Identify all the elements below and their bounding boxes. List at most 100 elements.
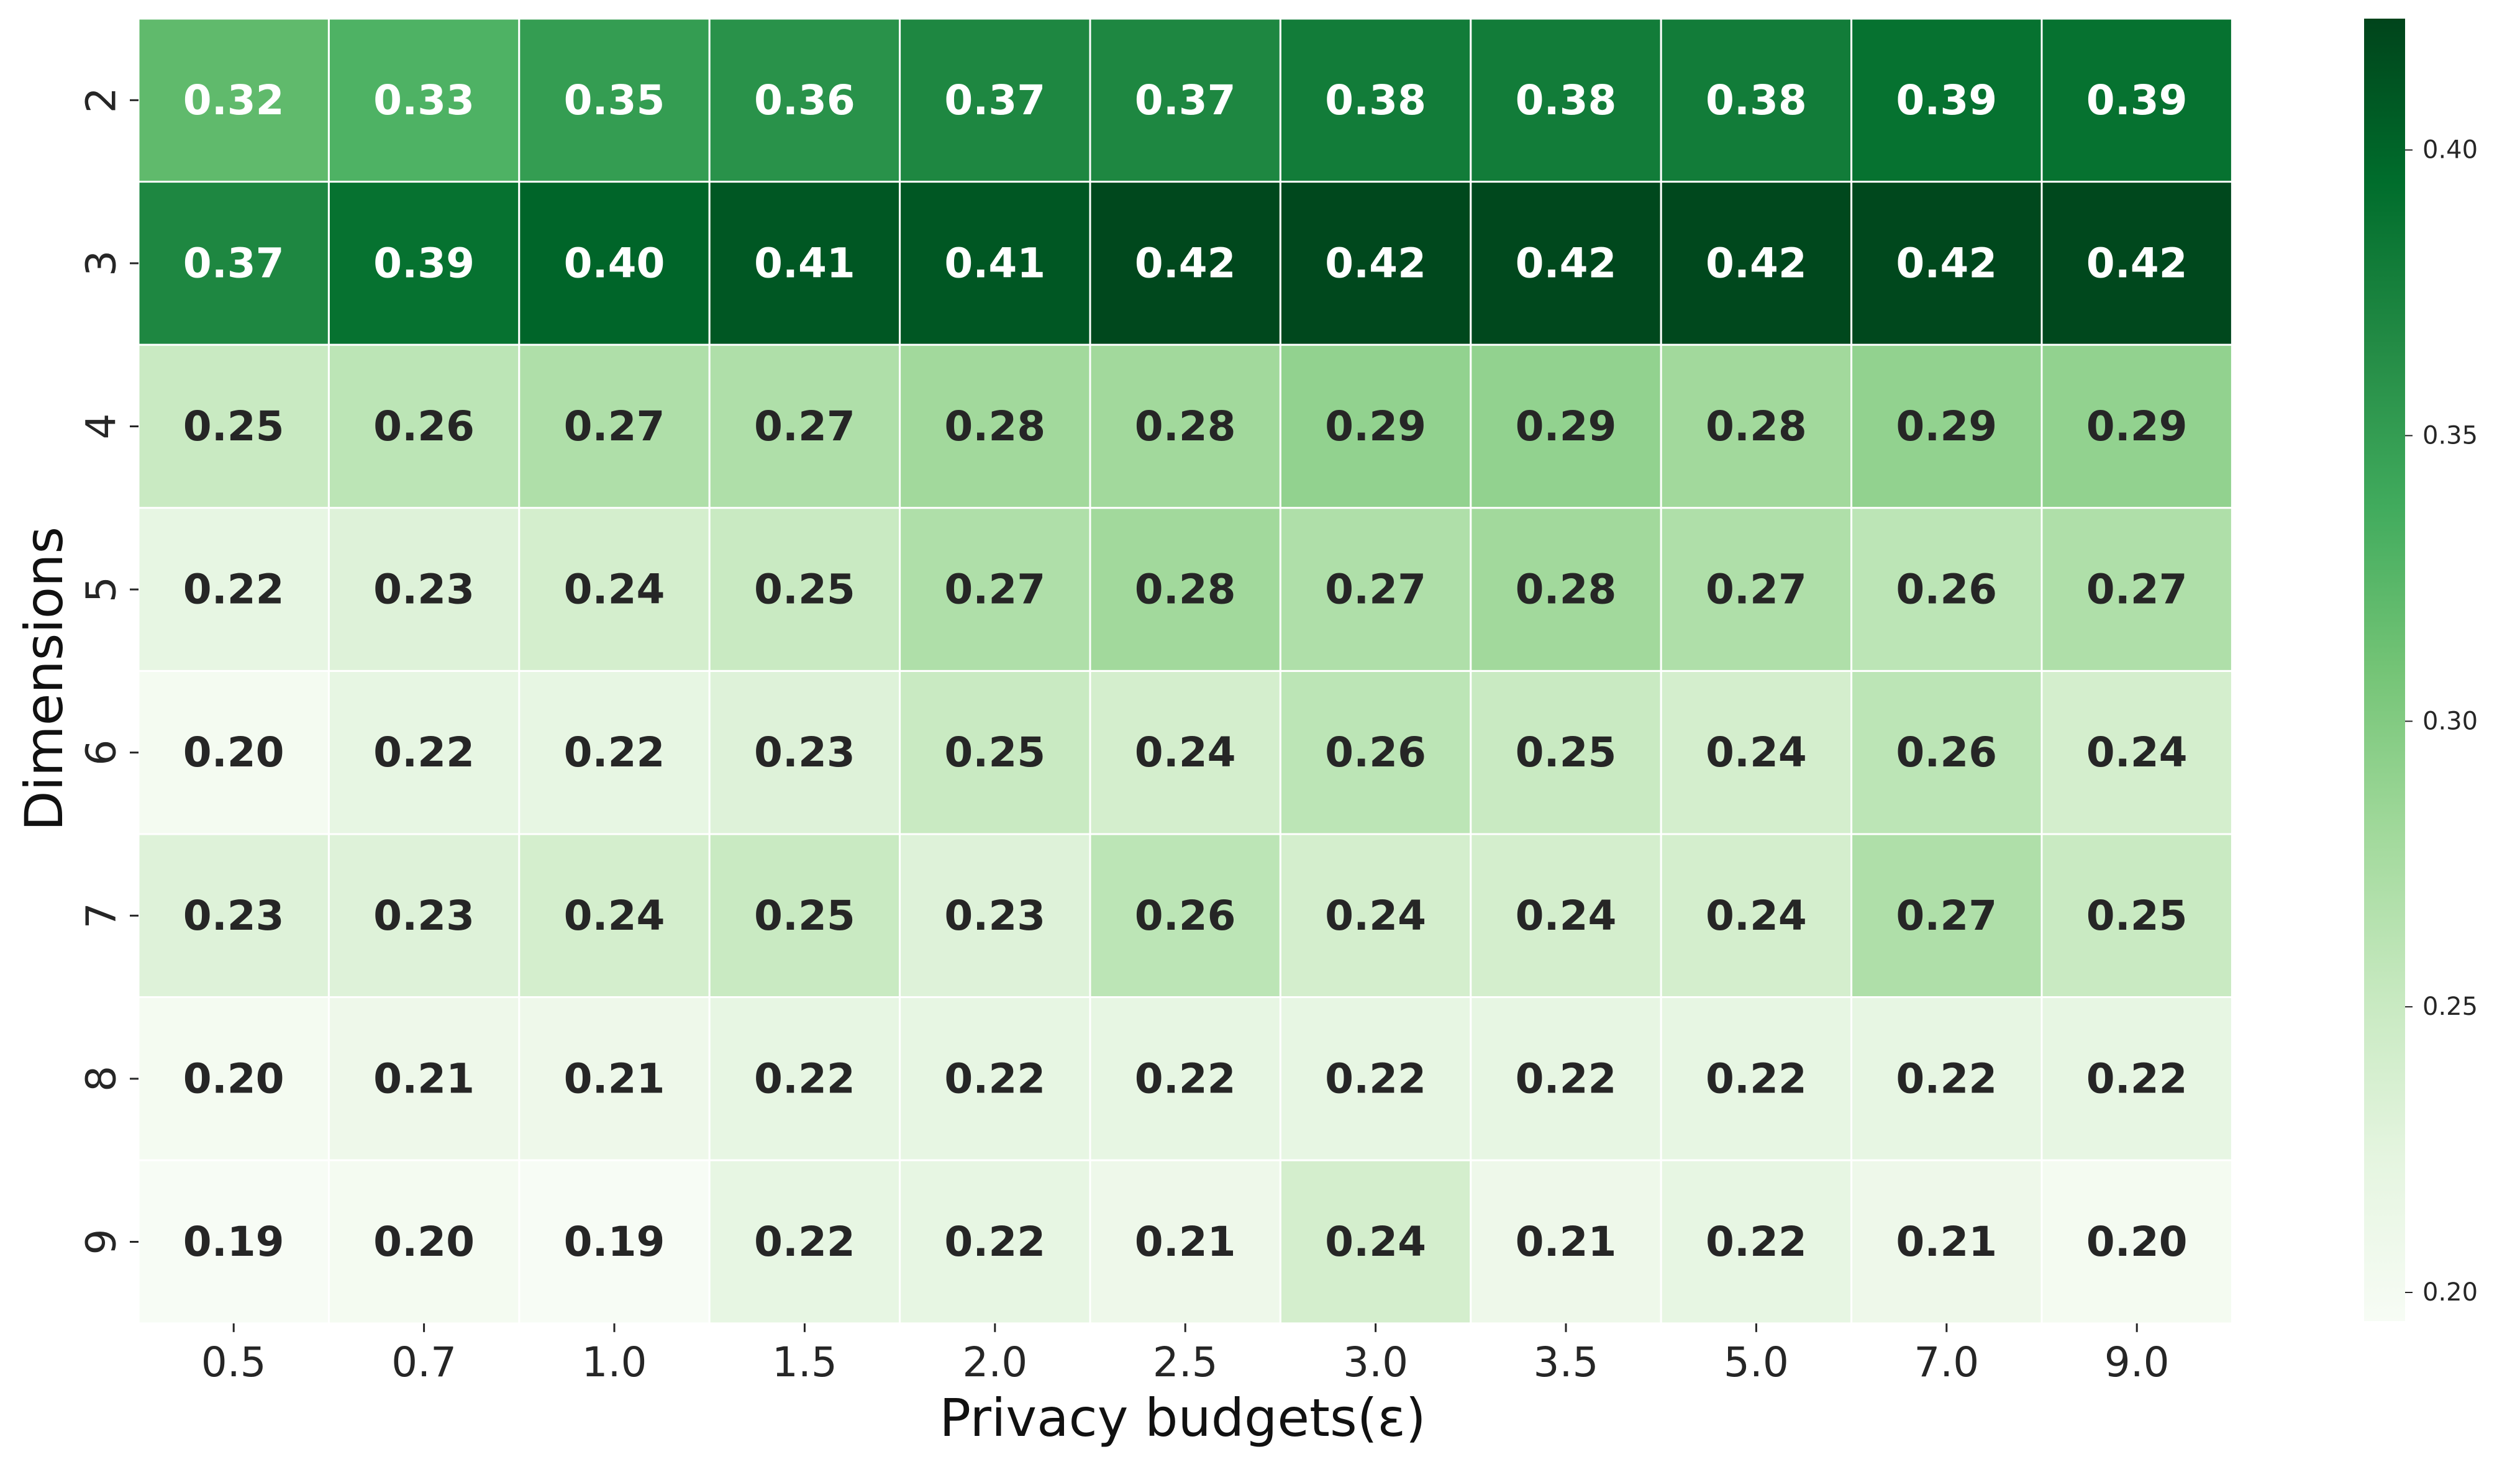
- cell-value-label: 0.41: [754, 239, 855, 287]
- heatmap-cell: [327, 996, 521, 1161]
- cell-value-label: 0.19: [564, 1218, 665, 1266]
- heatmap-cell: [1660, 670, 1853, 835]
- cell-value-label: 0.20: [2086, 1218, 2188, 1266]
- cell-value-label: 0.42: [1325, 239, 1426, 287]
- cell-value-label: 0.23: [373, 892, 475, 940]
- x-tick-label: 1.0: [582, 1338, 647, 1386]
- heatmap-cell: [899, 343, 1091, 509]
- cell-value-label: 0.29: [1516, 402, 1617, 450]
- heatmap-cell: [1660, 1159, 1853, 1325]
- y-tick-label: 6: [78, 740, 125, 766]
- cell-value-label: 0.42: [1896, 239, 1997, 287]
- cell-value-label: 0.42: [1135, 239, 1236, 287]
- cell-value-label: 0.27: [1896, 892, 1997, 940]
- heatmap-cell: [2040, 17, 2233, 183]
- cell-value-label: 0.38: [1516, 76, 1617, 124]
- cell-value-label: 0.22: [944, 1218, 1045, 1266]
- heatmap-cell: [1279, 181, 1472, 346]
- heatmap-cell: [327, 833, 521, 999]
- cell-value-label: 0.38: [1325, 76, 1426, 124]
- heatmap-cell: [708, 670, 901, 835]
- cell-value-label: 0.24: [1516, 892, 1617, 940]
- heatmap-cell: [2040, 181, 2233, 346]
- cell-value-label: 0.21: [1896, 1218, 1997, 1266]
- heatmap-cell: [1470, 17, 1662, 183]
- heatmap-cell: [518, 343, 711, 509]
- heatmap-cell: [327, 181, 521, 346]
- cell-value-label: 0.29: [1896, 402, 1997, 450]
- cell-value-label: 0.22: [1325, 1055, 1426, 1102]
- cell-value-label: 0.40: [564, 239, 665, 287]
- colorbar-tick-label: 0.30: [2422, 707, 2478, 735]
- cell-value-label: 0.29: [2086, 402, 2188, 450]
- heatmap-cell: [327, 1159, 521, 1325]
- cell-value-label: 0.25: [1516, 729, 1617, 776]
- colorbar-tick-label: 0.20: [2422, 1278, 2478, 1307]
- cell-value-label: 0.20: [373, 1218, 475, 1266]
- heatmap-cell: [518, 996, 711, 1161]
- heatmap-cell: [1850, 17, 2043, 183]
- cell-value-label: 0.22: [564, 729, 665, 776]
- heatmap-cell: [1660, 181, 1853, 346]
- y-tick-label: 7: [78, 902, 125, 929]
- heatmap-cell: [1279, 343, 1472, 509]
- heatmap-cell: [708, 1159, 901, 1325]
- y-tick-label: 4: [78, 414, 125, 440]
- heatmap-cell: [1660, 507, 1853, 672]
- heatmap-cell: [1850, 996, 2043, 1161]
- y-axis-ticks: 2 3 4 5 6 7 8 9: [78, 87, 139, 1255]
- heatmap-cell: [899, 507, 1091, 672]
- heatmap-cell: [1089, 833, 1281, 999]
- colorbar-tick-label: 0.25: [2422, 992, 2478, 1021]
- cell-value-label: 0.23: [183, 892, 284, 940]
- cell-value-label: 0.28: [1706, 402, 1807, 450]
- heatmap-cell: [1279, 1159, 1472, 1325]
- heatmap-cell: [327, 17, 521, 183]
- cell-value-label: 0.25: [754, 566, 855, 614]
- cell-value-label: 0.35: [564, 76, 665, 124]
- heatmap-cell: [2040, 833, 2233, 999]
- cell-value-label: 0.24: [1325, 1218, 1426, 1266]
- heatmap-cell: [1660, 833, 1853, 999]
- cell-value-label: 0.25: [183, 402, 284, 450]
- cell-value-label: 0.22: [1516, 1055, 1617, 1102]
- cell-value-label: 0.26: [373, 402, 475, 450]
- heatmap-cell: [1470, 181, 1662, 346]
- cell-value-label: 0.26: [1896, 566, 1997, 614]
- cell-value-label: 0.39: [2086, 76, 2188, 124]
- cell-value-label: 0.22: [1135, 1055, 1236, 1102]
- cell-value-label: 0.42: [1516, 239, 1617, 287]
- cell-value-label: 0.28: [944, 402, 1045, 450]
- cell-value-label: 0.22: [754, 1055, 855, 1102]
- colorbar-gradient: [2364, 19, 2405, 1321]
- heatmap-cell: [1089, 343, 1281, 509]
- cell-value-label: 0.21: [564, 1055, 665, 1102]
- cell-value-label: 0.26: [1135, 892, 1236, 940]
- heatmap-cell: [2040, 343, 2233, 509]
- cell-value-label: 0.24: [1706, 892, 1807, 940]
- heatmap-cell-labels: 0.32 0.33 0.35 0.36 0.37 0.37 0.38 0.38 0.38 0.39…: [183, 76, 2188, 1266]
- cell-value-label: 0.37: [944, 76, 1045, 124]
- heatmap-cell: [708, 181, 901, 346]
- cell-value-label: 0.42: [1706, 239, 1807, 287]
- heatmap-cell: [2040, 1159, 2233, 1325]
- cell-value-label: 0.42: [2086, 239, 2188, 287]
- heatmap-cell: [1089, 1159, 1281, 1325]
- cell-value-label: 0.26: [1896, 729, 1997, 776]
- cell-value-label: 0.27: [1325, 566, 1426, 614]
- heatmap-cell: [327, 507, 521, 672]
- heatmap-cell: [708, 17, 901, 183]
- y-tick-label: 3: [78, 250, 125, 276]
- heatmap-cell: [518, 507, 711, 672]
- heatmap-cell: [137, 181, 330, 346]
- heatmap-cell: [137, 833, 330, 999]
- cell-value-label: 0.25: [754, 892, 855, 940]
- cell-value-label: 0.27: [754, 402, 855, 450]
- cell-value-label: 0.37: [183, 239, 284, 287]
- cell-value-label: 0.29: [1325, 402, 1426, 450]
- heatmap-cell: [1089, 507, 1281, 672]
- y-tick-label: 5: [78, 576, 125, 602]
- cell-value-label: 0.27: [944, 566, 1045, 614]
- cell-value-label: 0.21: [1135, 1218, 1236, 1266]
